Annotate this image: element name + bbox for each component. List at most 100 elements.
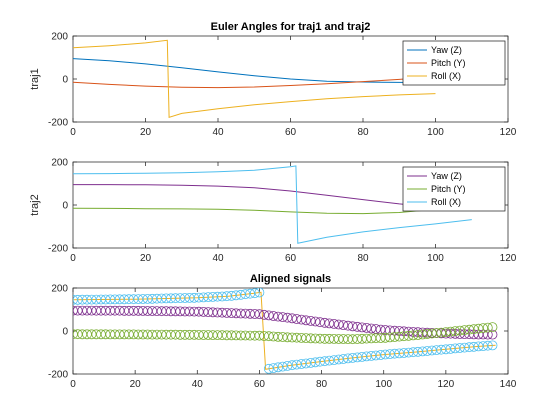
data-point (287, 313, 298, 324)
data-point (301, 333, 311, 344)
x-tick-label: 0 (70, 127, 76, 138)
data-point (226, 290, 237, 301)
data-point (305, 357, 316, 368)
data-point (315, 317, 325, 328)
y-tick-label: 200 (51, 284, 68, 295)
x-tick-label: 60 (285, 253, 297, 264)
data-point (193, 292, 204, 303)
data-point (240, 289, 251, 300)
data-point (324, 333, 335, 344)
legend: Yaw (Z) Pitch (Y) Roll (X) (402, 40, 506, 86)
data-point (268, 311, 279, 321)
x-tick-label: 20 (140, 253, 152, 264)
data-point (254, 330, 265, 341)
data-point (282, 360, 293, 371)
x-tick-label: 120 (500, 127, 517, 138)
data-point (147, 306, 158, 316)
chart-title: Aligned signals (250, 273, 331, 285)
data-point (352, 321, 363, 332)
y-tick-label: 200 (51, 158, 68, 169)
data-point (478, 323, 489, 334)
x-tick-label: 140 (500, 379, 517, 390)
x-tick-label: 0 (70, 379, 76, 390)
data-point (263, 363, 274, 374)
x-tick-label: 60 (285, 127, 297, 138)
series-markers-3 (73, 288, 498, 374)
y-axis-label: traj1 (29, 68, 41, 89)
data-point (436, 327, 447, 338)
data-point (357, 322, 367, 333)
y-tick-label: -200 (48, 244, 68, 255)
data-point (343, 320, 353, 331)
data-point (487, 340, 498, 351)
data-point (347, 352, 358, 363)
data-point (86, 294, 97, 305)
data-point (482, 340, 493, 351)
y-tick-label: -200 (48, 118, 68, 129)
data-point (305, 315, 316, 326)
legend-label: Yaw (Z) (431, 171, 462, 181)
data-point (361, 322, 372, 333)
legend-box (402, 40, 506, 86)
data-point (431, 345, 442, 356)
data-point (245, 288, 256, 299)
series-line-2 (73, 76, 436, 89)
data-point (343, 353, 353, 364)
data-point (231, 290, 242, 301)
data-point (259, 309, 270, 320)
data-point (487, 322, 498, 333)
data-point (319, 356, 330, 367)
x-tick-label: 40 (212, 127, 224, 138)
data-point (370, 333, 381, 344)
x-tick-label: 20 (130, 379, 142, 390)
data-point (338, 354, 349, 364)
data-point (268, 363, 279, 374)
x-tick-label: 100 (375, 379, 392, 390)
legend-label: Pitch (Y) (431, 184, 466, 194)
data-point (478, 341, 489, 352)
legend-label: Yaw (Z) (431, 45, 462, 55)
data-point (277, 332, 288, 342)
data-point (147, 293, 158, 304)
data-point (454, 325, 465, 336)
data-point (254, 309, 265, 320)
data-point (431, 328, 442, 338)
x-tick-label: 0 (70, 253, 76, 264)
x-tick-label: 120 (438, 379, 455, 390)
legend: Yaw (Z) Pitch (Y) Roll (X) (402, 166, 506, 212)
y-tick-label: 200 (51, 32, 68, 43)
data-point (333, 354, 344, 365)
plot-area (73, 39, 436, 118)
data-point (217, 307, 228, 318)
data-point (110, 329, 120, 340)
data-point (240, 308, 251, 319)
data-point (445, 326, 456, 337)
data-point (487, 329, 498, 340)
legend-label: Roll (X) (431, 71, 461, 81)
data-point (333, 319, 344, 330)
data-point (86, 305, 97, 316)
x-tick-label: 120 (500, 253, 517, 264)
data-point (291, 359, 302, 370)
legend-label: Pitch (Y) (431, 58, 466, 68)
data-point (240, 330, 251, 341)
x-tick-label: 40 (212, 253, 224, 264)
series-line-3 (73, 39, 436, 118)
data-point (217, 291, 228, 302)
data-point (235, 289, 246, 300)
data-point (384, 325, 395, 336)
chart-title: Euler Angles for traj1 and traj2 (211, 21, 371, 33)
x-tick-label: 80 (357, 127, 369, 138)
x-tick-label: 20 (140, 127, 152, 138)
data-point (324, 318, 335, 329)
x-tick-label: 80 (316, 379, 328, 390)
data-point (319, 317, 330, 328)
data-point (338, 320, 349, 331)
series-markers-2 (73, 322, 498, 345)
data-point (482, 322, 493, 333)
data-point (287, 360, 298, 371)
x-tick-label: 100 (427, 127, 444, 138)
